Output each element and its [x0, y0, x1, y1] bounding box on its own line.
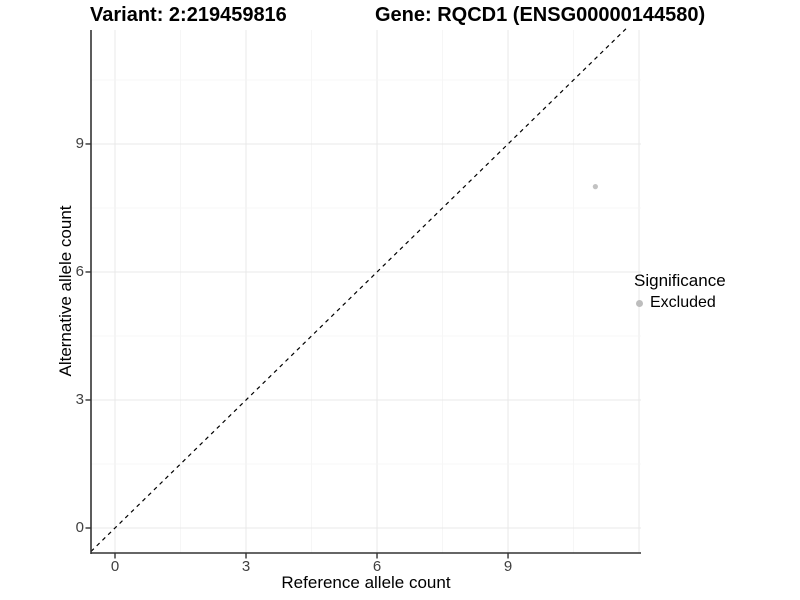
data-point	[592, 184, 598, 190]
plot-title-variant: Variant: 2:219459816	[90, 4, 287, 26]
legend-point-icon	[628, 294, 650, 312]
y-tick-label: 0	[75, 519, 84, 536]
y-axis-title: Alternative allele count	[56, 205, 75, 377]
y-tick-label: 9	[75, 134, 84, 152]
identity-line	[90, 28, 627, 552]
y-tick-label: 6	[75, 262, 84, 280]
legend-title: Significance	[634, 271, 726, 290]
legend-item-excluded: Excluded	[628, 294, 726, 312]
legend: Significance Excluded	[628, 271, 726, 312]
x-tick-label: 6	[372, 558, 382, 575]
x-axis-title: Reference allele count	[281, 573, 451, 592]
x-tick-label: 0	[110, 558, 120, 575]
x-tick-label: 9	[503, 558, 513, 575]
x-tick-label: 3	[241, 558, 251, 575]
legend-item-label: Excluded	[650, 294, 716, 311]
y-tick-label: 3	[75, 390, 84, 408]
plot-title-gene: Gene: RQCD1 (ENSG00000144580)	[375, 4, 706, 26]
